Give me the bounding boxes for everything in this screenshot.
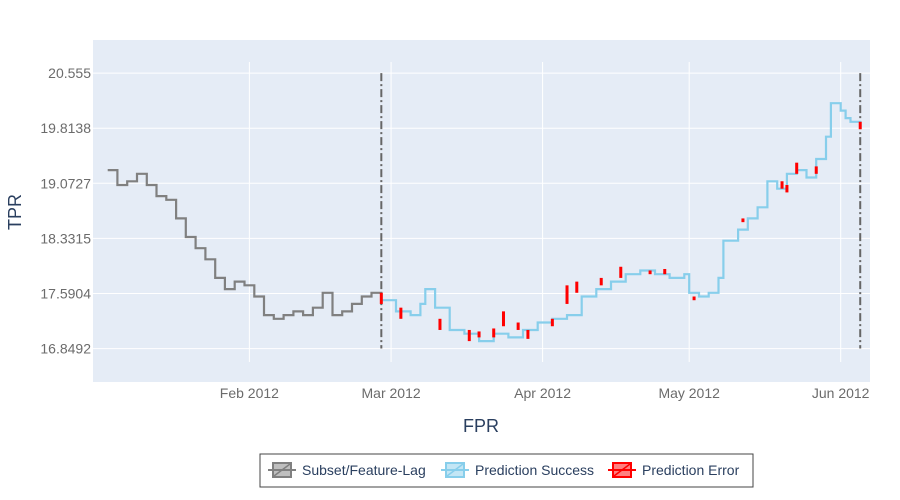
x-tick-labels: Feb 2012 Mar 2012 Apr 2012 May 2012 Jun 2012 — [220, 385, 870, 401]
error-marker — [550, 318, 554, 327]
x-tick-label: Apr 2012 — [514, 385, 571, 401]
series-line — [107, 169, 383, 320]
error-marker — [399, 307, 403, 319]
x-axis-title: FPR — [463, 416, 499, 436]
legend-hatch — [446, 463, 464, 477]
legend-box — [259, 453, 754, 488]
error-marker — [858, 121, 862, 130]
error-marker — [438, 318, 442, 330]
y-tick-label: 18.3315 — [40, 230, 91, 246]
error-marker — [619, 266, 623, 278]
error-marker — [648, 270, 652, 275]
error-marker — [516, 322, 520, 330]
x-tick-label: Jun 2012 — [812, 385, 870, 401]
plot-area — [93, 40, 870, 382]
legend-label: Subset/Feature-Lag — [302, 462, 426, 478]
error-marker — [379, 292, 383, 304]
error-marker — [526, 329, 530, 339]
legend-label: Prediction Success — [475, 462, 594, 478]
error-marker — [692, 296, 696, 301]
error-marker — [467, 329, 471, 342]
y-tick-label: 20.555 — [48, 65, 91, 81]
error-marker — [492, 328, 496, 338]
y-tick-label: 19.0727 — [40, 175, 91, 191]
error-marker — [599, 277, 603, 286]
error-marker — [501, 311, 505, 327]
x-tick-label: Mar 2012 — [362, 385, 421, 401]
x-tick-label: May 2012 — [658, 385, 720, 401]
legend-item: Prediction Success — [441, 462, 594, 478]
legend-hatch — [613, 463, 631, 477]
x-tick-label: Feb 2012 — [220, 385, 279, 401]
series-line — [381, 102, 862, 343]
legend-hatch — [273, 463, 291, 477]
grid — [93, 62, 870, 362]
y-tick-label: 19.8138 — [40, 120, 91, 136]
error-marker — [663, 268, 667, 275]
error-marker — [795, 162, 799, 174]
legend: Subset/Feature-Lag Prediction Success Pred… — [259, 453, 754, 488]
error-markers — [379, 121, 862, 342]
error-marker — [565, 285, 569, 304]
error-marker — [814, 166, 818, 174]
legend-item: Prediction Error — [608, 462, 740, 478]
legend-label: Prediction Error — [642, 462, 740, 478]
error-marker — [477, 331, 481, 338]
y-tick-labels: 16.8492 17.5904 18.3315 19.0727 19.8138 20.55… — [40, 65, 91, 357]
y-axis-title: TPR — [5, 194, 25, 230]
legend-item: Subset/Feature-Lag — [268, 462, 426, 478]
error-marker — [780, 181, 784, 189]
y-tick-label: 17.5904 — [40, 285, 91, 301]
error-marker — [785, 184, 789, 193]
error-marker — [741, 218, 745, 223]
series-layer — [107, 102, 862, 343]
y-tick-label: 16.8492 — [40, 341, 91, 357]
error-marker — [575, 281, 579, 293]
